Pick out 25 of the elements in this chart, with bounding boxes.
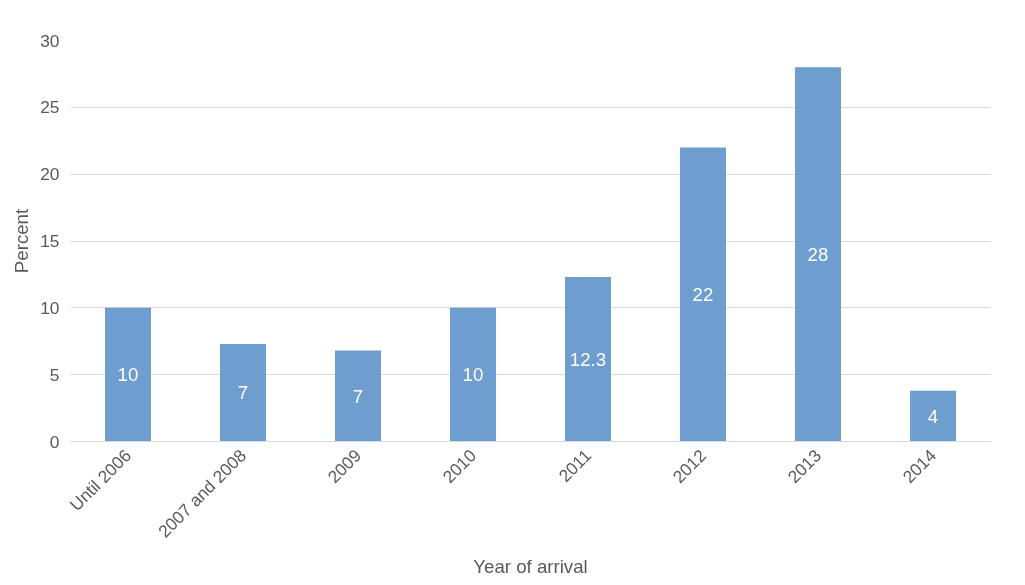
y-tick-label: 10 [40,297,60,318]
y-tick-label: 15 [40,231,60,251]
y-tick-label: 20 [40,164,60,185]
bar [105,307,151,442]
x-axis-title: Year of arrival [473,556,588,578]
data-label: 10 [117,364,139,386]
bar [795,67,841,442]
data-label: 10 [462,364,484,386]
data-label: 28 [807,243,829,265]
data-label: 7 [352,385,364,407]
y-tick-label: 30 [40,30,60,51]
data-label: 4 [927,405,939,427]
y-tick-label: 25 [40,97,60,118]
bar [450,307,496,442]
data-label: 12.3 [569,348,607,370]
bar [220,343,266,442]
bar [335,350,381,442]
y-tick-label: 0 [49,431,60,452]
bar [680,147,726,442]
y-axis-title: Percent [11,208,33,274]
bar [910,390,956,442]
data-label: 7 [237,382,249,404]
data-label: 22 [692,283,714,305]
y-tick-label: 5 [49,364,60,385]
bar [565,277,611,442]
